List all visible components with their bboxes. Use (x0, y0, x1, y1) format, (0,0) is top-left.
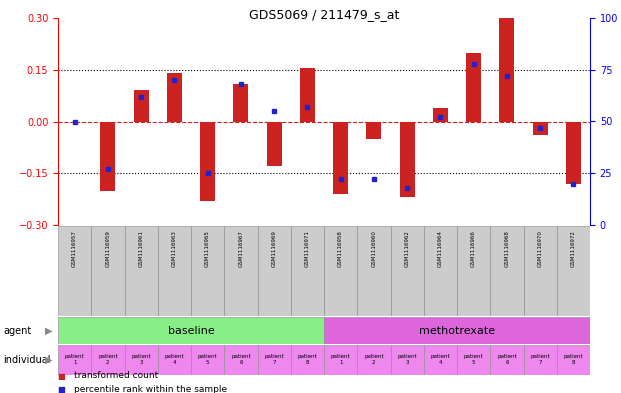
Text: baseline: baseline (168, 325, 214, 336)
Text: patient
8: patient 8 (297, 354, 317, 365)
Text: patient
3: patient 3 (131, 354, 151, 365)
Text: ▶: ▶ (45, 355, 52, 365)
Text: patient
7: patient 7 (530, 354, 550, 365)
Text: patient
1: patient 1 (65, 354, 84, 365)
Bar (333, 121, 348, 194)
Text: patient
5: patient 5 (464, 354, 483, 365)
Bar (158, 345, 191, 375)
Bar (58, 226, 91, 316)
Bar (466, 53, 481, 121)
Text: GSM1116964: GSM1116964 (438, 231, 443, 267)
Text: GSM1116960: GSM1116960 (371, 231, 376, 267)
Text: GSM1116971: GSM1116971 (305, 231, 310, 267)
Bar (524, 345, 557, 375)
Bar (490, 226, 524, 316)
Bar (457, 226, 490, 316)
Text: patient
5: patient 5 (198, 354, 217, 365)
Text: methotrexate: methotrexate (419, 325, 495, 336)
Text: patient
6: patient 6 (231, 354, 251, 365)
Bar (400, 121, 415, 197)
Bar (524, 226, 557, 316)
Bar (291, 226, 324, 316)
Text: patient
2: patient 2 (98, 354, 118, 365)
Bar (58, 317, 324, 344)
Text: patient
7: patient 7 (265, 354, 284, 365)
Bar (191, 345, 224, 375)
Text: GSM1116963: GSM1116963 (172, 231, 177, 267)
Text: GSM1116970: GSM1116970 (538, 231, 543, 267)
Bar (233, 84, 248, 121)
Text: ■: ■ (58, 386, 68, 393)
Bar (124, 345, 158, 375)
Text: GSM1116969: GSM1116969 (271, 231, 276, 267)
Bar (291, 345, 324, 375)
Bar (91, 345, 124, 375)
Text: patient
8: patient 8 (564, 354, 583, 365)
Bar (258, 226, 291, 316)
Text: GSM1116967: GSM1116967 (238, 231, 243, 267)
Bar (200, 121, 215, 201)
Text: GSM1116957: GSM1116957 (72, 231, 77, 267)
Text: GSM1116958: GSM1116958 (338, 231, 343, 267)
Bar (424, 226, 457, 316)
Text: patient
4: patient 4 (430, 354, 450, 365)
Text: patient
1: patient 1 (331, 354, 350, 365)
Bar (391, 226, 424, 316)
Bar (457, 345, 490, 375)
Bar (433, 108, 448, 121)
Bar (124, 226, 158, 316)
Bar (557, 345, 590, 375)
Text: patient
6: patient 6 (497, 354, 517, 365)
Text: agent: agent (3, 325, 31, 336)
Bar (366, 121, 381, 139)
Bar (566, 121, 581, 184)
Text: GSM1116965: GSM1116965 (205, 231, 210, 267)
Text: GSM1116972: GSM1116972 (571, 231, 576, 267)
Text: ▶: ▶ (45, 325, 52, 336)
Text: GSM1116959: GSM1116959 (106, 231, 111, 267)
Bar (191, 226, 224, 316)
Text: patient
2: patient 2 (364, 354, 384, 365)
Text: percentile rank within the sample: percentile rank within the sample (73, 386, 227, 393)
Bar (91, 226, 124, 316)
Text: individual: individual (3, 355, 50, 365)
Bar (357, 345, 391, 375)
Bar (134, 90, 148, 121)
Bar (300, 68, 315, 121)
Bar (490, 345, 524, 375)
Text: GSM1116968: GSM1116968 (504, 231, 509, 267)
Bar (391, 345, 424, 375)
Text: GSM1116966: GSM1116966 (471, 231, 476, 267)
Text: patient
4: patient 4 (165, 354, 184, 365)
Bar (533, 121, 548, 135)
Bar (557, 226, 590, 316)
Bar (357, 226, 391, 316)
Bar (424, 345, 457, 375)
Bar (499, 18, 514, 121)
Bar (167, 73, 182, 121)
Bar (101, 121, 116, 191)
Bar (58, 345, 91, 375)
Text: ■: ■ (58, 371, 68, 380)
Bar (224, 226, 258, 316)
Text: patient
3: patient 3 (397, 354, 417, 365)
Text: GSM1116961: GSM1116961 (138, 231, 143, 267)
Text: transformed count: transformed count (73, 371, 158, 380)
Bar (266, 121, 281, 166)
Bar (258, 345, 291, 375)
Text: GDS5069 / 211479_s_at: GDS5069 / 211479_s_at (249, 8, 399, 21)
Bar (158, 226, 191, 316)
Bar (324, 317, 590, 344)
Text: GSM1116962: GSM1116962 (405, 231, 410, 267)
Bar (224, 345, 258, 375)
Bar (324, 345, 357, 375)
Bar (324, 226, 357, 316)
